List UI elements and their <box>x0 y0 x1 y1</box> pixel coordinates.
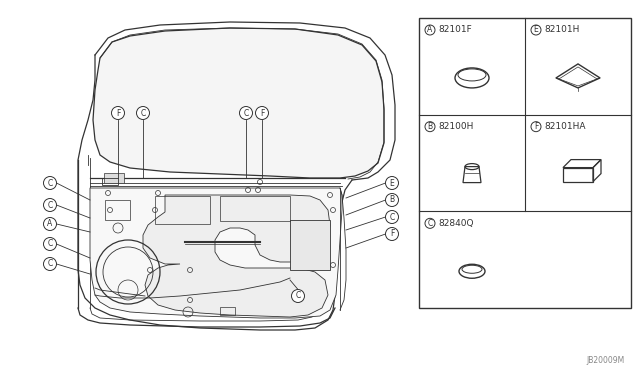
Circle shape <box>291 289 305 302</box>
Bar <box>220 196 290 221</box>
Circle shape <box>44 218 56 231</box>
Text: C: C <box>47 201 52 209</box>
Text: 82101HA: 82101HA <box>544 122 586 131</box>
Circle shape <box>44 199 56 212</box>
Polygon shape <box>143 195 330 317</box>
Text: F: F <box>534 122 538 131</box>
Text: 82101F: 82101F <box>438 26 472 35</box>
Circle shape <box>44 257 56 270</box>
Circle shape <box>111 106 125 119</box>
Text: B: B <box>389 196 395 205</box>
Text: C: C <box>47 260 52 269</box>
Text: C: C <box>47 179 52 187</box>
Circle shape <box>425 25 435 35</box>
Text: 82100H: 82100H <box>438 122 474 131</box>
Bar <box>105 200 130 220</box>
Circle shape <box>385 176 399 189</box>
Text: A: A <box>428 26 433 35</box>
Circle shape <box>531 25 541 35</box>
Circle shape <box>531 122 541 132</box>
Bar <box>220 307 235 315</box>
Bar <box>102 178 118 185</box>
Text: B: B <box>428 122 433 131</box>
Bar <box>290 220 330 270</box>
Circle shape <box>44 176 56 189</box>
Circle shape <box>136 106 150 119</box>
Polygon shape <box>93 28 384 178</box>
Text: 82101H: 82101H <box>544 26 579 35</box>
Circle shape <box>385 211 399 224</box>
Circle shape <box>255 106 269 119</box>
Polygon shape <box>90 188 342 318</box>
Text: C: C <box>296 292 301 301</box>
Bar <box>419 18 631 308</box>
Circle shape <box>44 237 56 250</box>
Text: F: F <box>260 109 264 118</box>
Text: C: C <box>389 212 395 221</box>
Circle shape <box>239 106 253 119</box>
Text: E: E <box>390 179 394 187</box>
Text: C: C <box>47 240 52 248</box>
Text: F: F <box>116 109 120 118</box>
Text: C: C <box>428 219 433 228</box>
Text: C: C <box>140 109 146 118</box>
Text: C: C <box>243 109 248 118</box>
Bar <box>155 196 210 224</box>
Text: E: E <box>534 26 538 35</box>
Bar <box>104 173 124 183</box>
Text: JB20009M: JB20009M <box>587 356 625 365</box>
Circle shape <box>385 228 399 241</box>
Text: F: F <box>390 230 394 238</box>
Text: 82840Q: 82840Q <box>438 219 474 228</box>
Circle shape <box>425 122 435 132</box>
Bar <box>563 168 593 182</box>
Text: A: A <box>47 219 52 228</box>
Circle shape <box>425 218 435 228</box>
Circle shape <box>385 193 399 206</box>
